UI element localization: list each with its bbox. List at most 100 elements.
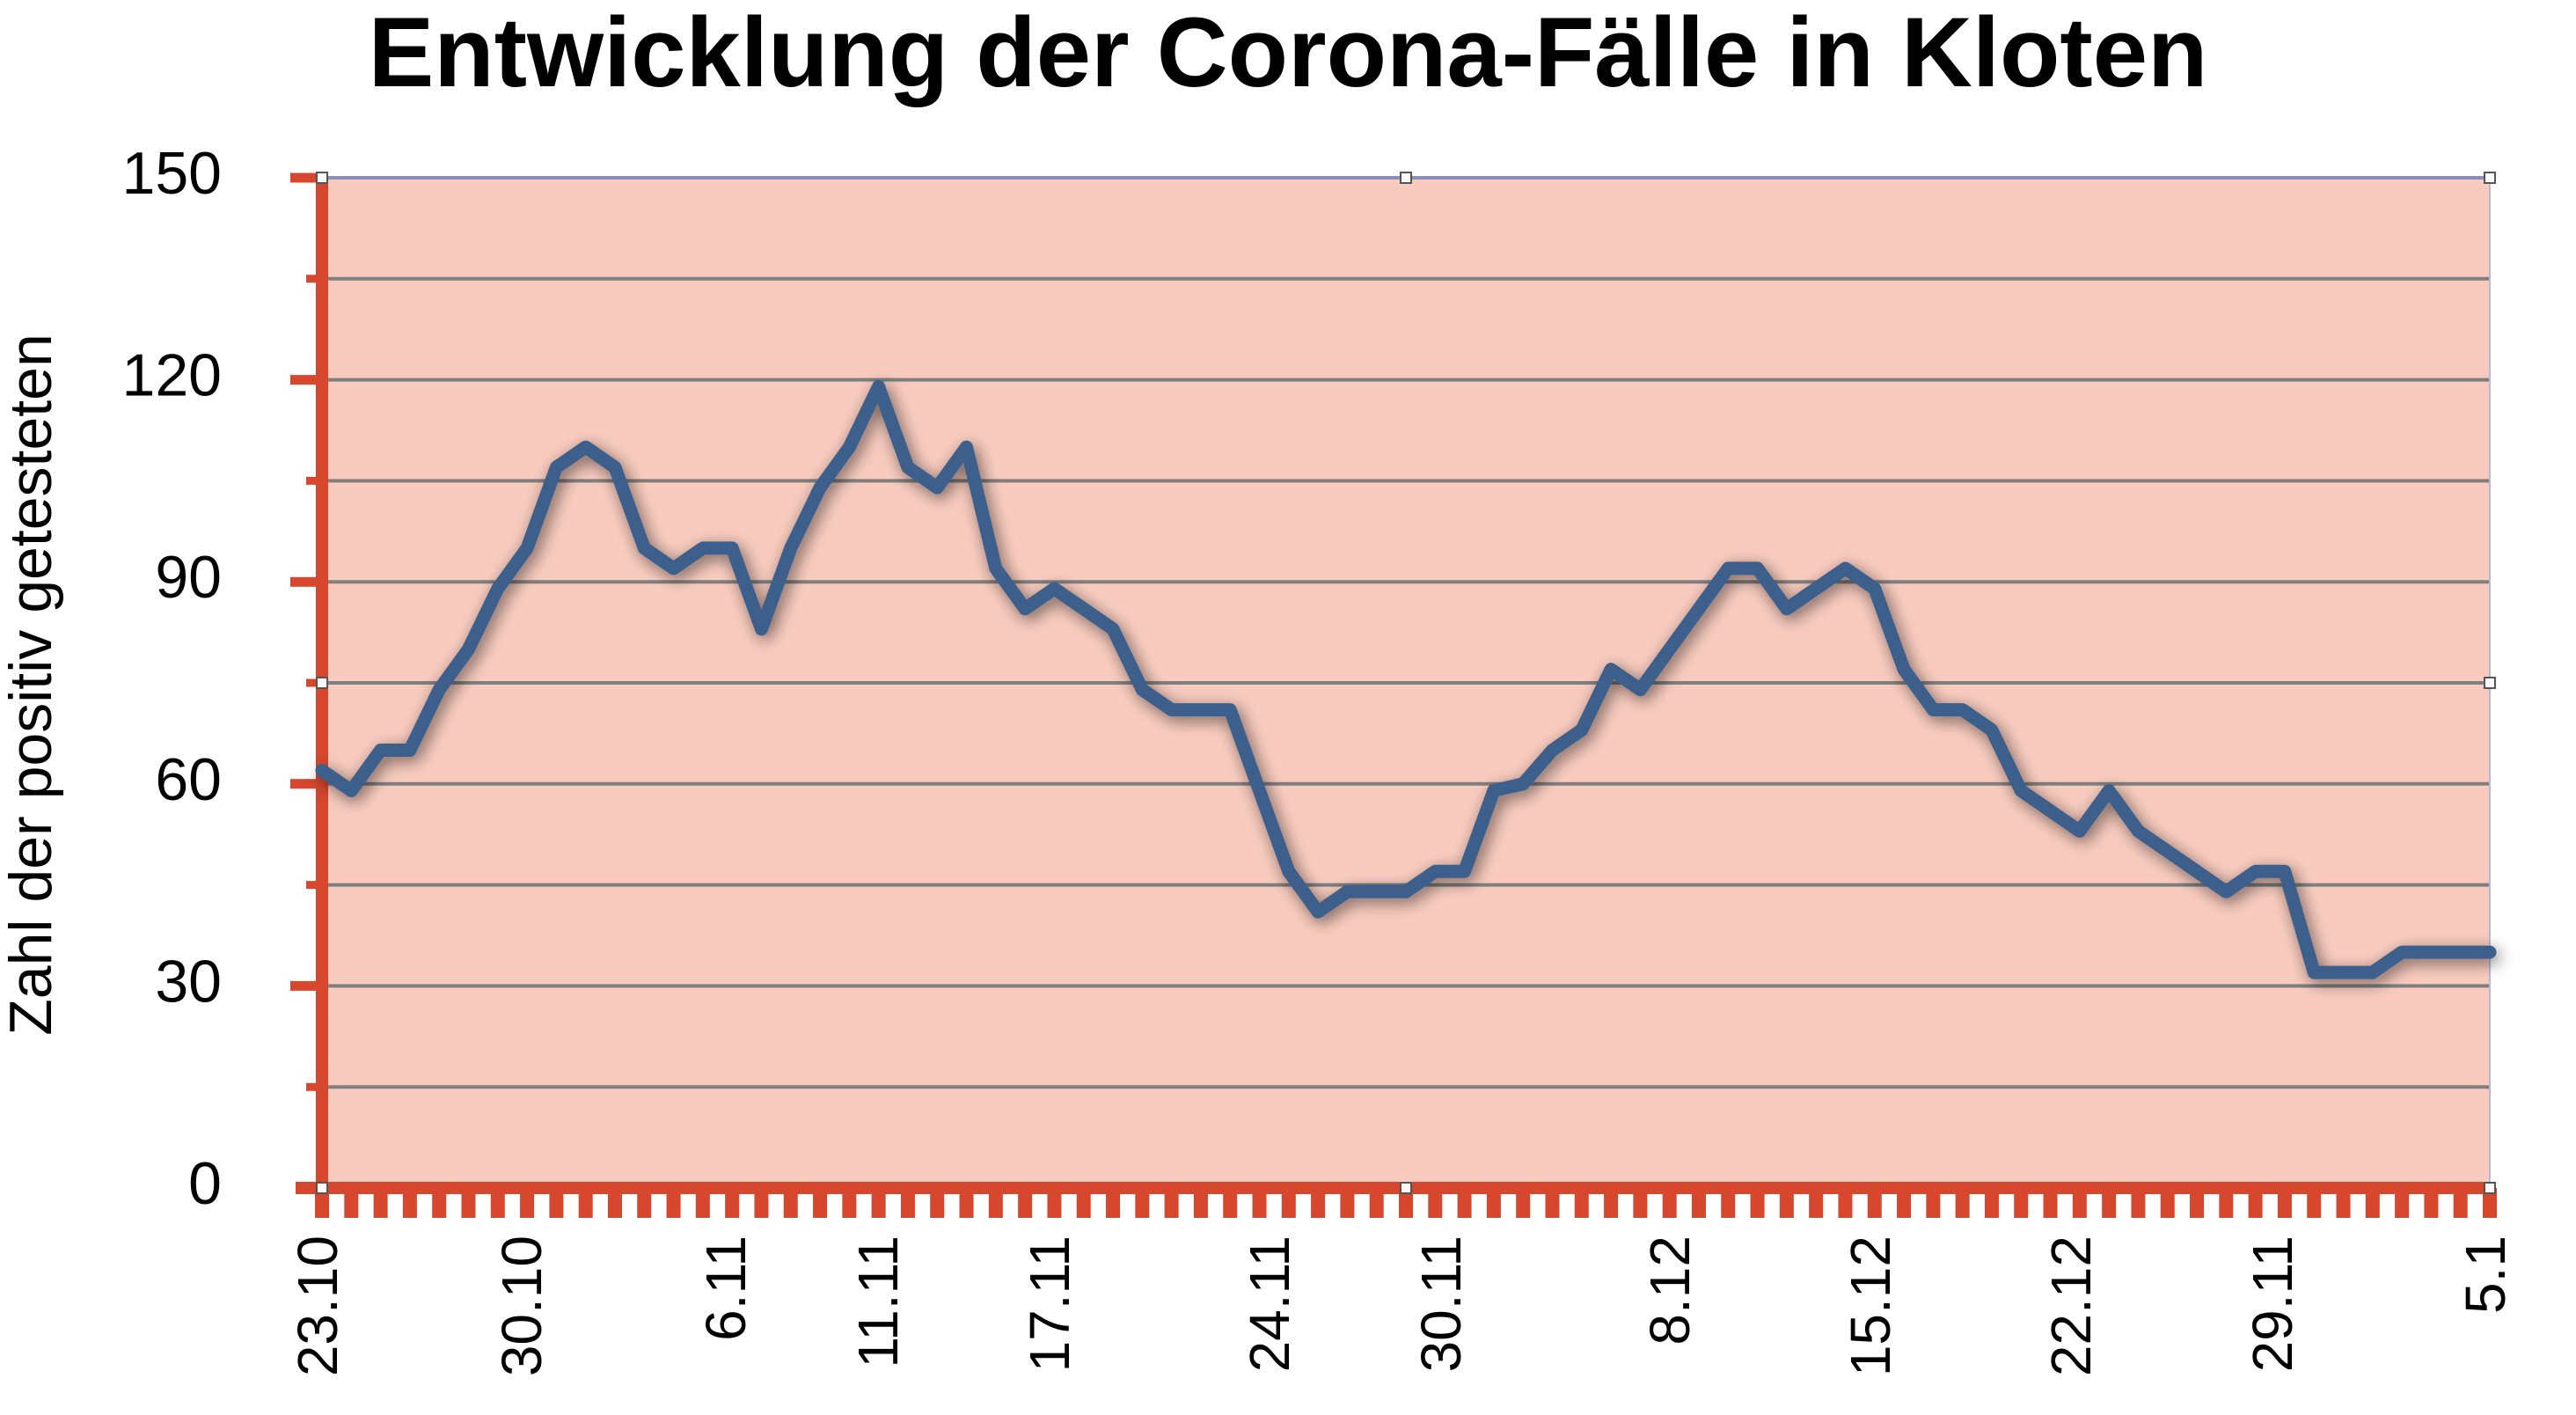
data-point [2135, 828, 2141, 833]
data-point [758, 627, 764, 632]
x-tick-mark [1516, 1188, 1531, 1218]
x-tick-mark [842, 1188, 857, 1218]
data-point [817, 485, 823, 490]
data-point [1842, 566, 1848, 571]
data-point [2077, 828, 2082, 833]
x-tick-mark [1867, 1188, 1882, 1218]
x-tick-mark [1135, 1188, 1150, 1218]
x-tick-mark [1106, 1188, 1121, 1218]
y-axis-title: Zahl der positiv getesteten [0, 334, 64, 1036]
data-point [1462, 869, 1467, 874]
y-tick-label: 0 [188, 1150, 222, 1217]
x-tick-mark [2072, 1188, 2087, 1218]
x-tick-label: 30.11 [1409, 1235, 1473, 1372]
data-point [1813, 586, 1819, 591]
x-tick-mark [813, 1188, 828, 1218]
data-point [1520, 781, 1526, 787]
x-tick-mark [402, 1188, 417, 1218]
x-tick-mark [666, 1188, 681, 1218]
x-tick-mark [1486, 1188, 1501, 1218]
chart-title: Entwicklung der Corona-Fälle in Kloten [368, 0, 2208, 107]
data-point [846, 444, 852, 450]
selection-handle [316, 1182, 328, 1194]
data-point [1022, 606, 1028, 612]
x-tick-mark [1252, 1188, 1267, 1218]
x-tick-mark [1721, 1188, 1736, 1218]
x-tick-mark [2014, 1188, 2029, 1218]
x-tick-mark [520, 1188, 535, 1218]
x-tick-mark [2102, 1188, 2117, 1218]
y-tick-label: 30 [155, 948, 222, 1015]
data-point [934, 485, 940, 490]
x-tick-label: 5.1 [2454, 1235, 2517, 1314]
data-point [1579, 728, 1584, 733]
data-point [1989, 728, 1994, 733]
selection-handle [2484, 172, 2496, 184]
x-tick-mark [1164, 1188, 1179, 1218]
x-tick-mark [2219, 1188, 2234, 1218]
selection-handle [316, 172, 328, 184]
x-tick-mark [1340, 1188, 1355, 1218]
x-tick-label: 17.11 [1018, 1235, 1081, 1372]
x-tick-mark [1779, 1188, 1794, 1218]
data-point [2048, 808, 2053, 813]
data-point [378, 748, 384, 753]
x-tick-label: 30.10 [490, 1235, 553, 1376]
x-tick-mark [2453, 1188, 2468, 1218]
selection-handle [2484, 1182, 2496, 1194]
data-point [319, 767, 325, 773]
x-tick-mark [900, 1188, 915, 1218]
data-point [407, 748, 413, 753]
data-point [876, 384, 882, 389]
x-tick-mark [725, 1188, 740, 1218]
data-point [2487, 949, 2492, 955]
data-point [641, 546, 647, 551]
data-point [905, 465, 911, 470]
x-tick-mark [1691, 1188, 1706, 1218]
data-point [1139, 687, 1145, 693]
data-point [1930, 708, 1936, 713]
x-tick-mark [2424, 1188, 2439, 1218]
x-tick-mark [1750, 1188, 1765, 1218]
data-point [1491, 788, 1497, 793]
data-point [2194, 869, 2199, 874]
data-point [2370, 970, 2375, 975]
x-tick-mark [1809, 1188, 1824, 1218]
x-tick-mark [344, 1188, 359, 1218]
data-point [2165, 848, 2170, 854]
x-tick-mark [1926, 1188, 1941, 1218]
x-tick-mark [871, 1188, 886, 1218]
x-tick-mark [1633, 1188, 1648, 1218]
data-point [2311, 970, 2316, 975]
data-point [2341, 970, 2346, 975]
x-axis-ticks: 23.10 30.10 6.11 11.11 17.11 24.11 30.11 8.12 15… [286, 1188, 2517, 1376]
data-point [583, 444, 589, 450]
x-tick-mark [1457, 1188, 1472, 1218]
data-point [2223, 889, 2228, 894]
x-tick-mark [2483, 1188, 2497, 1218]
data-point [2282, 869, 2287, 874]
x-tick-label: 22.12 [2039, 1235, 2103, 1376]
x-tick-mark [695, 1188, 710, 1218]
x-tick-mark [1604, 1188, 1619, 1218]
x-tick-mark [1047, 1188, 1062, 1218]
y-tick-label: 60 [155, 746, 222, 813]
data-point [1374, 889, 1379, 894]
data-point [465, 647, 471, 652]
data-point [1432, 869, 1438, 874]
data-point [2018, 788, 2023, 793]
x-tick-mark [461, 1188, 476, 1218]
x-tick-mark [1193, 1188, 1208, 1218]
x-tick-mark [2248, 1188, 2263, 1218]
x-tick-label: 6.11 [694, 1235, 757, 1341]
x-tick-mark [2336, 1188, 2351, 1218]
x-tick-mark [930, 1188, 945, 1218]
x-tick-mark [754, 1188, 769, 1218]
x-tick-mark [1018, 1188, 1033, 1218]
x-tick-mark [1897, 1188, 1912, 1218]
x-tick-mark [2365, 1188, 2380, 1218]
data-point [1696, 606, 1701, 612]
x-tick-mark [1223, 1188, 1238, 1218]
series-line [315, 379, 2497, 979]
